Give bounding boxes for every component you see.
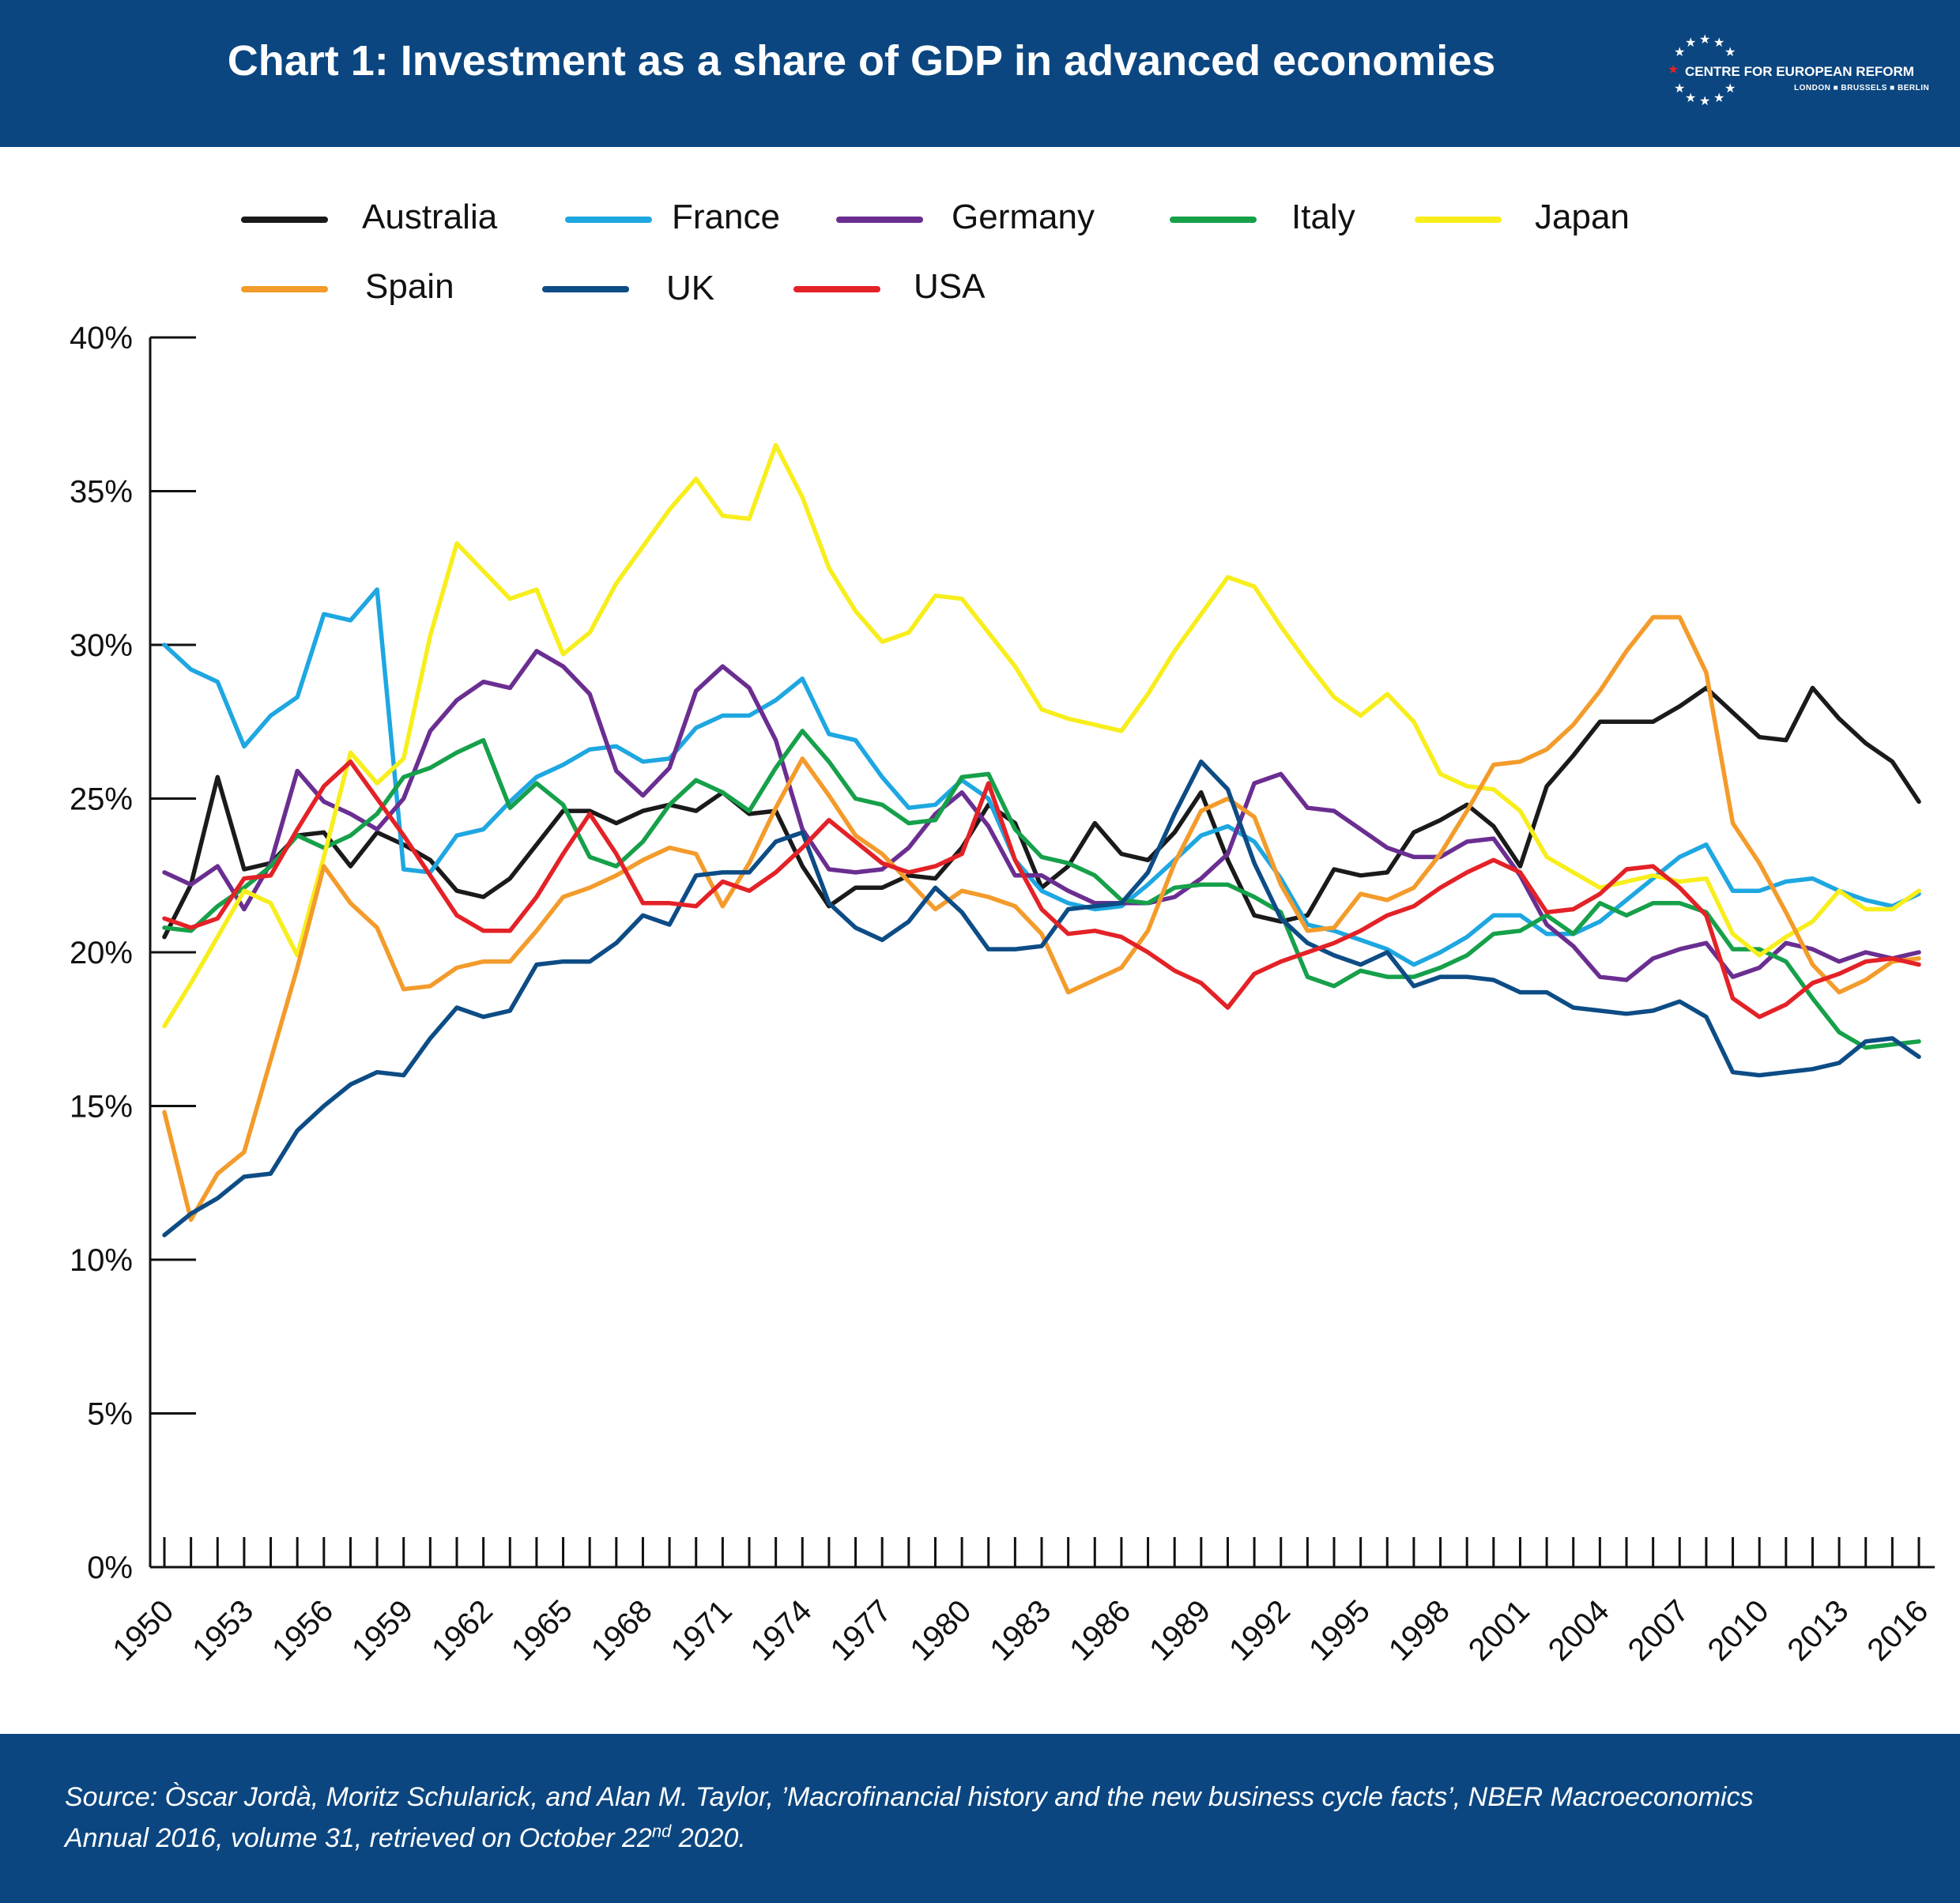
series-line-australia (162, 685, 1921, 940)
legend-label-france: France (672, 198, 780, 236)
source-line-2-pre: Annual 2016, volume 31, retrieved on Oct… (65, 1823, 652, 1853)
legend-label-australia: Australia (362, 198, 498, 236)
legend-swatch-italy (1170, 217, 1257, 223)
x-tick-label: 1953 (186, 1593, 260, 1667)
y-tick-label: 20% (70, 936, 133, 970)
legend-label-usa: USA (914, 267, 986, 306)
x-tick-label: 1977 (824, 1593, 899, 1667)
series-line-usa (162, 759, 1921, 1019)
y-tick-label: 0% (87, 1551, 133, 1585)
x-tick-label: 1989 (1143, 1593, 1217, 1667)
series-line-france (162, 587, 1921, 967)
x-tick-label: 1998 (1382, 1593, 1457, 1667)
x-tick-label: 2016 (1860, 1593, 1935, 1667)
legend-swatch-uk (542, 286, 629, 292)
logo-stars-icon: ★ ★ ★ ★ ★ ★ ★ ★ ★ ★ ★ (1668, 33, 1736, 108)
header-banner: Chart 1: Investment as a share of GDP in… (0, 0, 1960, 147)
x-tick-label: 2001 (1462, 1593, 1536, 1667)
legend-swatch-japan (1415, 217, 1502, 223)
x-tick-label: 1971 (665, 1593, 739, 1667)
footer-banner: Source: Òscar Jordà, Moritz Schularick, … (0, 1734, 1960, 1903)
series-line-italy (162, 729, 1921, 1050)
x-tick-label: 1950 (106, 1593, 180, 1667)
y-tick-label: 10% (70, 1243, 133, 1278)
y-tick-label: 5% (87, 1397, 133, 1432)
logo-cities: LONDON ■ BRUSSELS ■ BERLIN (1794, 84, 1930, 92)
y-tick-label: 25% (70, 782, 133, 817)
x-tick-label: 1992 (1223, 1593, 1297, 1667)
chart-title: Chart 1: Investment as a share of GDP in… (227, 37, 1496, 85)
legend-swatch-france (565, 217, 652, 223)
x-tick-label: 1974 (744, 1593, 819, 1667)
x-tick-label: 1956 (266, 1593, 340, 1667)
y-tick-label: 30% (70, 628, 133, 663)
y-tick-label: 35% (70, 475, 133, 510)
legend-label-spain: Spain (365, 267, 454, 306)
y-tick-label: 40% (70, 321, 133, 356)
legend-label-italy: Italy (1291, 198, 1355, 236)
cer-logo: ★ ★ ★ ★ ★ ★ ★ ★ ★ ★ ★ CENTRE FOR EUROPEA… (1668, 32, 1930, 119)
legend-swatch-australia (241, 217, 328, 223)
x-tick-label: 1983 (983, 1593, 1057, 1667)
source-line-2-sup: nd (651, 1821, 672, 1841)
logo-name: CENTRE FOR EUROPEAN REFORM (1685, 64, 1914, 79)
source-line-2-post: 2020. (671, 1823, 746, 1853)
x-tick-label: 1995 (1302, 1593, 1377, 1667)
x-tick-label: 1968 (585, 1593, 659, 1667)
x-tick-label: 1980 (903, 1593, 978, 1667)
legend-label-japan: Japan (1535, 198, 1630, 236)
y-tick-label: 15% (70, 1090, 133, 1125)
x-tick-label: 1965 (505, 1593, 579, 1667)
series-line-germany (162, 649, 1921, 982)
series-line-spain (162, 615, 1921, 1223)
legend-label-germany: Germany (952, 198, 1095, 236)
legend-label-uk: UK (666, 269, 715, 307)
series-line-japan (162, 443, 1921, 1029)
line-chart: 0% 5% 10% 15% 20% 25% 30% 35% 40% 1950 1953 1956 195… (70, 321, 1935, 1667)
series-line-uk (162, 759, 1921, 1238)
legend-swatch-spain (241, 286, 328, 292)
x-tick-label: 1986 (1063, 1593, 1137, 1667)
x-tick-label: 1959 (345, 1593, 420, 1667)
legend-swatch-germany (836, 217, 923, 223)
x-tick-label: 2007 (1622, 1593, 1696, 1667)
source-line-1: Source: Òscar Jordà, Moritz Schularick, … (65, 1782, 1754, 1812)
x-tick-label: 1962 (425, 1593, 499, 1667)
x-tick-label: 2004 (1542, 1593, 1616, 1667)
source-note: Source: Òscar Jordà, Moritz Schularick, … (65, 1777, 1906, 1859)
x-tick-label: 2013 (1781, 1593, 1855, 1667)
x-tick-label: 2010 (1702, 1593, 1776, 1667)
legend-swatch-usa (793, 286, 880, 292)
